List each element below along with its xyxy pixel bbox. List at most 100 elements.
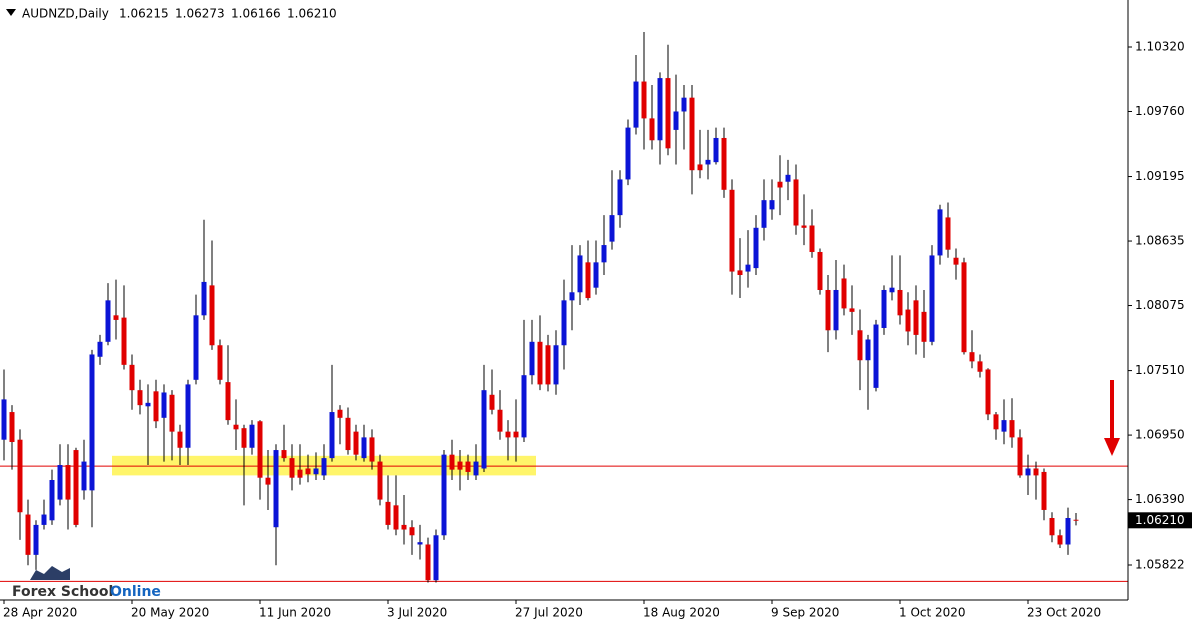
candle-body [441, 454, 447, 536]
candle-body [457, 461, 463, 470]
candle-body [665, 78, 671, 149]
candle-body [657, 78, 663, 141]
candle-body [969, 352, 975, 362]
candle-body [953, 257, 959, 265]
candle-body [241, 428, 247, 448]
candle-body [401, 524, 407, 530]
candle-body [129, 364, 135, 391]
candle-body [249, 424, 255, 448]
candle-body [1057, 535, 1063, 545]
candle-body [497, 409, 503, 432]
candle-body [777, 181, 783, 188]
arrow-annotation [1104, 380, 1120, 456]
candle-body [817, 251, 823, 290]
x-tick-label: 9 Sep 2020 [771, 606, 839, 620]
candle-body [113, 315, 119, 320]
candle-body [257, 421, 263, 478]
candle-body [753, 227, 759, 269]
candle-body [881, 289, 887, 328]
y-tick-label: 1.09195 [1135, 169, 1185, 183]
x-tick-label: 11 Jun 2020 [259, 606, 331, 620]
candle-body [929, 255, 935, 342]
candle-body [121, 317, 127, 365]
candle-body [833, 289, 839, 331]
candle-body [849, 308, 855, 312]
candle-body [233, 424, 239, 430]
candle-body [33, 524, 39, 555]
candle-body [737, 270, 743, 276]
y-tick-label: 1.05822 [1135, 557, 1185, 571]
candle-body [369, 437, 375, 462]
watermark: Forex School Online [12, 566, 161, 600]
plot-area [0, 32, 1128, 583]
candle-body [561, 300, 567, 346]
candle-body [569, 292, 575, 301]
candle-body [65, 465, 71, 500]
candle-body [1073, 519, 1079, 521]
x-tick-label: 27 Jul 2020 [515, 606, 583, 620]
candle-body [769, 200, 775, 210]
watermark-logo [30, 566, 70, 580]
candle-body [897, 289, 903, 316]
candle-body [1, 399, 7, 440]
candle-body [41, 514, 47, 525]
candle-body [577, 255, 583, 293]
candle-body [697, 164, 703, 171]
candle-body [57, 465, 63, 500]
candle-body [521, 375, 527, 438]
candle-body [97, 341, 103, 357]
candle-body [945, 217, 951, 250]
candle-body [553, 345, 559, 385]
candle-body [937, 209, 943, 256]
candle-body [305, 468, 311, 475]
candle-body [89, 354, 95, 491]
candle-body [105, 300, 111, 342]
candle-body [633, 81, 639, 128]
candle-body [513, 431, 519, 438]
title-value: 1.06166 [231, 7, 281, 21]
candle-body [1001, 420, 1007, 432]
candle-body [1033, 468, 1039, 476]
candle-body [617, 179, 623, 216]
candle-body [609, 215, 615, 242]
candle-body [193, 315, 199, 380]
last-price-box [1128, 512, 1192, 529]
watermark-text: Forex School [12, 584, 113, 600]
candle-body [217, 345, 223, 380]
candle-body [785, 174, 791, 182]
candle-body [273, 450, 279, 528]
candle-body [649, 118, 655, 141]
candle-body [353, 431, 359, 455]
candle-body [297, 469, 303, 478]
candle-body [705, 159, 711, 165]
candle-body [465, 461, 471, 472]
candle-body [161, 392, 167, 418]
candle-body [17, 439, 23, 513]
candle-body [73, 450, 79, 525]
candle-body [825, 289, 831, 331]
candle-body [361, 437, 367, 459]
candle-body [265, 477, 271, 485]
candle-body [641, 81, 647, 119]
candle-body [793, 179, 799, 226]
y-tick-label: 1.06390 [1135, 492, 1185, 506]
candle-body [417, 542, 423, 545]
candle-body [313, 468, 319, 475]
candle-body [873, 324, 879, 388]
y-tick-label: 1.08075 [1135, 298, 1185, 312]
candle-body [393, 505, 399, 530]
candle-body [809, 225, 815, 252]
candle-body [961, 262, 967, 353]
candle-body [993, 414, 999, 430]
candle-body [681, 97, 687, 112]
candle-body [689, 97, 695, 171]
candle-body [593, 262, 599, 288]
menu-triangle[interactable] [6, 9, 16, 16]
candle-body [425, 544, 431, 581]
y-tick-label: 1.08635 [1135, 234, 1185, 248]
candle-body [913, 300, 919, 335]
candle-body [489, 394, 495, 410]
candle-body [329, 412, 335, 459]
candle-body [841, 278, 847, 309]
